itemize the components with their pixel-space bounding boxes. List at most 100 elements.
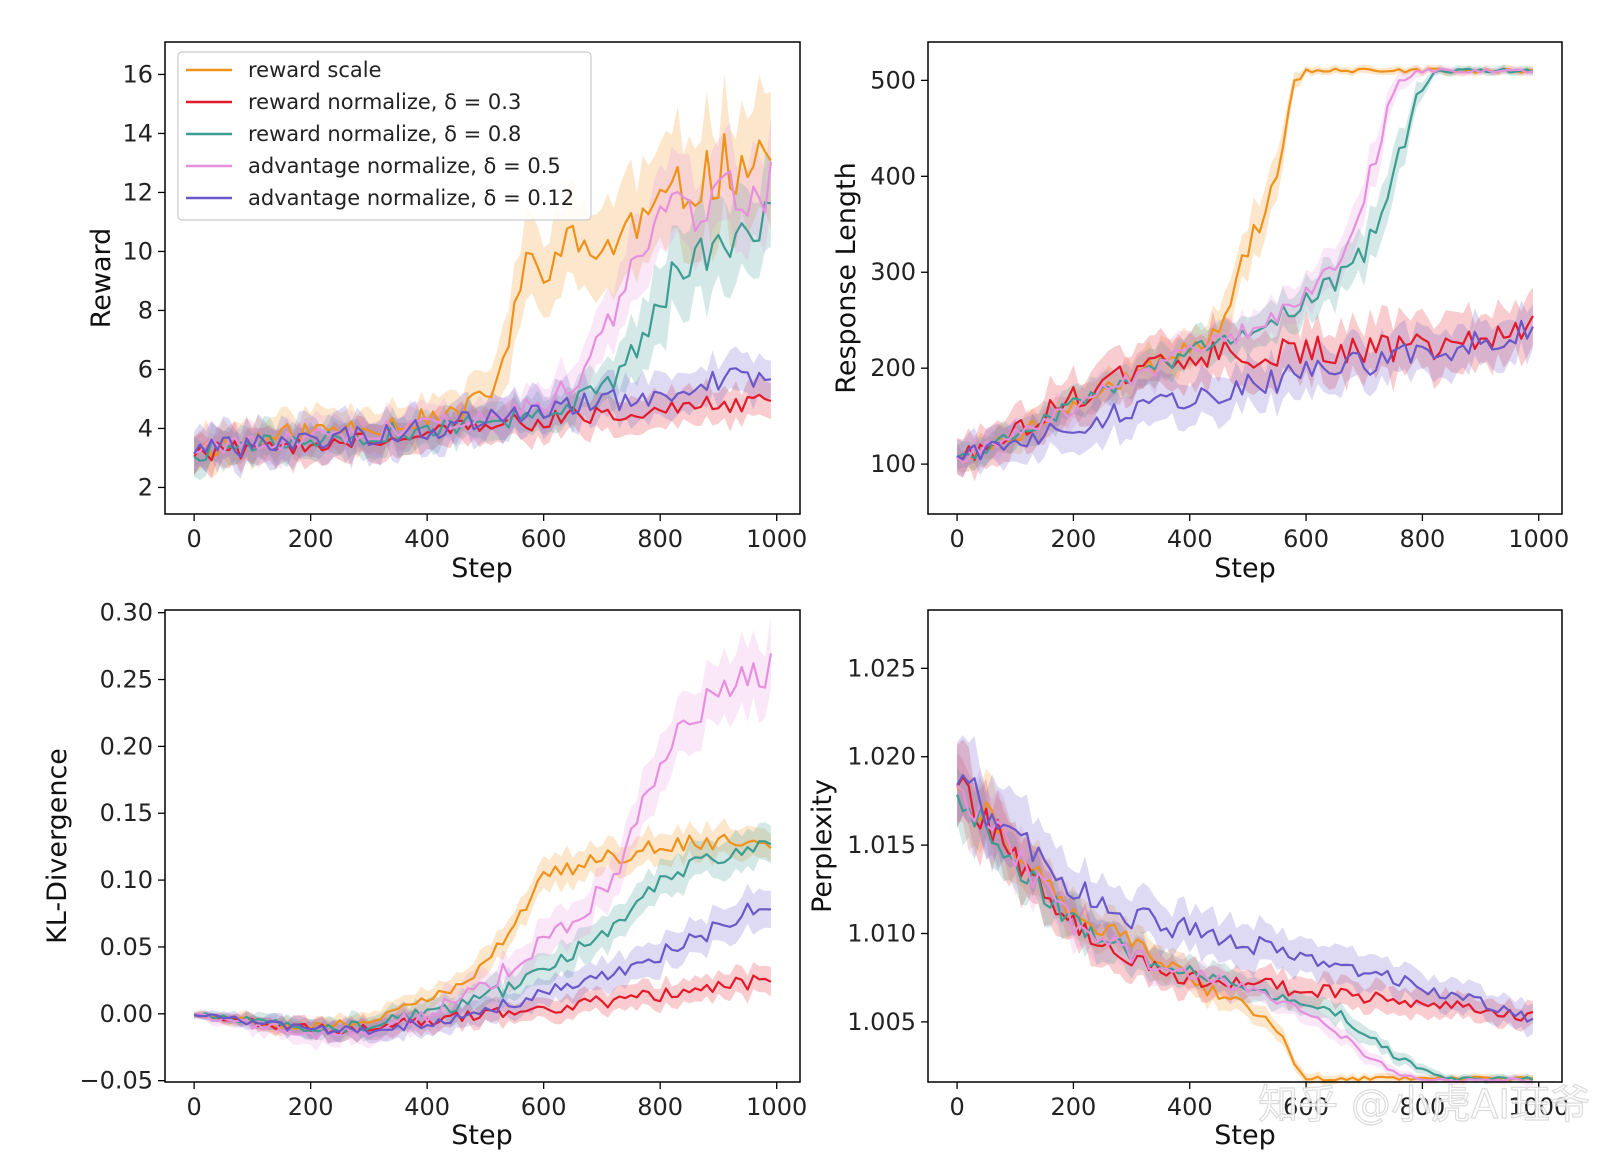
y-tick-label: 12 — [122, 178, 153, 206]
y-tick-label: 14 — [122, 119, 153, 147]
line-rn3 — [193, 393, 772, 462]
x-tick-label: 800 — [1399, 1093, 1445, 1121]
legend-label-advantage-normalize-05: advantage normalize, δ = 0.5 — [248, 154, 561, 178]
y-axis-label: KL-Divergence — [42, 748, 73, 944]
x-tick-label: 0 — [186, 525, 201, 553]
plot-frame — [927, 609, 1563, 1083]
y-tick-label: 300 — [870, 258, 916, 286]
line-an12 — [193, 902, 771, 1036]
line-an5 — [956, 67, 1534, 464]
panel-response-length: 0 200 400 600 800 1000 100 200 300 400 500 Step R… — [831, 41, 1569, 584]
band-an5 — [957, 64, 1533, 474]
y-tick-label: 1.015 — [847, 831, 916, 859]
panel-reward: 0 200 400 600 800 1000 2 4 6 8 10 12 14 16 Step Rewa… — [86, 41, 807, 584]
line-an5 — [193, 161, 772, 455]
legend-label-advantage-normalize-012: advantage normalize, δ = 0.12 — [248, 186, 574, 210]
band-rs — [957, 752, 1533, 1086]
y-tick-label: 1.025 — [847, 654, 916, 682]
x-ticks: 0 200 400 600 800 1000 — [186, 514, 807, 553]
x-tick-label: 200 — [288, 525, 334, 553]
x-axis-label: Step — [451, 1120, 512, 1151]
line-rn8 — [193, 201, 772, 462]
x-tick-label: 600 — [521, 525, 567, 553]
x-tick-label: 800 — [637, 525, 683, 553]
x-tick-label: 1000 — [746, 525, 807, 553]
y-tick-label: 0.05 — [100, 933, 153, 961]
x-tick-label: 800 — [1399, 525, 1445, 553]
confidence-bands — [957, 735, 1533, 1086]
legend: reward scale reward normalize, δ = 0.3 r… — [177, 51, 592, 221]
y-tick-label: 0.00 — [100, 1000, 153, 1028]
y-tick-label: 400 — [870, 162, 916, 190]
x-ticks: 0 200 400 600 800 1000 — [949, 514, 1569, 553]
y-tick-label: 500 — [870, 66, 916, 94]
x-tick-label: 200 — [1051, 1093, 1097, 1121]
y-tick-label: 16 — [122, 60, 153, 88]
y-tick-label: 1.010 — [847, 920, 916, 948]
x-tick-label: 1000 — [1508, 1093, 1569, 1121]
y-tick-label: 1.005 — [847, 1008, 916, 1036]
x-axis-label: Step — [451, 553, 512, 584]
x-tick-label: 400 — [1167, 1093, 1213, 1121]
band-rn3 — [194, 962, 771, 1045]
line-an12 — [956, 319, 1534, 461]
y-tick-label: 1.020 — [847, 743, 916, 771]
series-lines — [193, 653, 772, 1041]
y-axis-label: Reward — [86, 228, 117, 329]
panel-perplexity: 0 200 400 600 800 1000 1.0051.0101.0151.0201.… — [807, 609, 1569, 1151]
legend-label-reward-normalize-08: reward normalize, δ = 0.8 — [248, 122, 521, 146]
band-rs — [957, 64, 1533, 473]
line-an12 — [956, 774, 1534, 1023]
line-rs — [193, 133, 772, 457]
y-axis-label: Perplexity — [807, 779, 838, 913]
x-tick-label: 600 — [521, 1093, 567, 1121]
x-tick-label: 400 — [404, 1093, 450, 1121]
y-tick-label: 0.25 — [100, 666, 153, 694]
x-tick-label: 800 — [637, 1093, 683, 1121]
band-an5 — [957, 750, 1533, 1086]
x-tick-label: 0 — [949, 525, 964, 553]
x-tick-label: 0 — [949, 1093, 964, 1121]
x-ticks: 0 200 400 600 800 1000 — [186, 1082, 807, 1121]
series-lines — [193, 133, 772, 462]
x-axis-label: Step — [1214, 1120, 1275, 1151]
x-tick-label: 0 — [186, 1093, 201, 1121]
x-tick-label: 200 — [288, 1093, 334, 1121]
line-an5 — [193, 653, 772, 1041]
y-tick-label: 4 — [138, 414, 153, 442]
band-rn3 — [957, 739, 1533, 1032]
band-an12 — [194, 346, 771, 479]
y-tick-label: 10 — [122, 237, 153, 265]
x-tick-label: 1000 — [1508, 525, 1569, 553]
y-tick-label: −0.05 — [79, 1067, 153, 1095]
line-rn3 — [956, 315, 1534, 462]
y-tick-label: 8 — [138, 296, 153, 324]
x-tick-label: 1000 — [746, 1093, 807, 1121]
x-tick-label: 400 — [1167, 525, 1213, 553]
legend-label-reward-scale: reward scale — [248, 58, 382, 82]
confidence-bands — [194, 617, 771, 1052]
band-an5 — [194, 117, 771, 471]
x-tick-label: 200 — [1051, 525, 1097, 553]
plot-frame — [164, 609, 801, 1083]
x-tick-label: 600 — [1283, 1093, 1329, 1121]
y-tick-label: 6 — [138, 355, 153, 383]
x-tick-label: 400 — [404, 525, 450, 553]
watermark-text: 知乎 @小虎AI珏爷 — [1258, 1082, 1590, 1128]
plot-frame — [164, 41, 801, 515]
line-rs — [956, 786, 1534, 1082]
legend-label-reward-normalize-03: reward normalize, δ = 0.3 — [248, 90, 521, 114]
line-an12 — [193, 367, 772, 458]
x-ticks: 0 200 400 600 800 1000 — [949, 1082, 1569, 1121]
plot-frame — [927, 41, 1563, 515]
y-tick-label: 0.15 — [100, 799, 153, 827]
y-ticks: 100 200 300 400 500 — [870, 66, 928, 478]
y-tick-label: 200 — [870, 354, 916, 382]
y-tick-label: 0.20 — [100, 732, 153, 760]
y-ticks: 1.005 1.010 1.015 1.020 1.025 — [847, 654, 928, 1036]
series-lines — [956, 774, 1534, 1084]
line-rn3 — [956, 776, 1534, 1022]
band-an12 — [957, 735, 1533, 1038]
legend-box — [177, 51, 592, 221]
